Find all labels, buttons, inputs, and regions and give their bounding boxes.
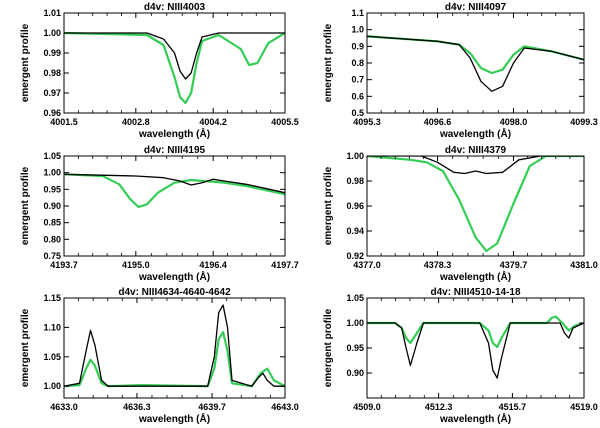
panel-1-title: d4v: NIII4003 [144, 2, 206, 13]
panel-6-xtick-label: 4515.7 [499, 402, 527, 412]
panel-2-series-green [367, 35, 584, 75]
panel-6-xtick-label: 4519.0 [570, 402, 598, 412]
panel-4: 4377.0 4378.3 4379.7 4381.0 0.92 0.94 0.96 0.98… [323, 145, 598, 283]
panel-6-series-black [367, 322, 584, 379]
panel-3-ytick-label: 0.95 [43, 184, 61, 194]
panel-2-xtick-label: 4099.3 [570, 117, 598, 127]
panel-5-xtick-label: 4633.0 [50, 402, 78, 412]
panel-2-ytick-label: 1.0 [351, 25, 364, 35]
panel-3-ytick-label: 1.00 [43, 168, 61, 178]
panel-3-ytick-label: 1.05 [43, 151, 61, 161]
panel-4-series-green [367, 156, 584, 253]
panel-2-xtick-label: 4098.0 [500, 117, 528, 127]
panel-2-frame [366, 12, 585, 114]
panel-5-ytick-label: 1.00 [43, 381, 61, 391]
panel-2-ytick-label: 0.6 [351, 91, 364, 101]
panel-1-ytick-label: 0.99 [43, 48, 61, 58]
panel-4-series-black [367, 156, 584, 175]
panel-4-xtick-label: 4377.0 [353, 260, 381, 270]
panel-1-ytick-label: 0.98 [43, 68, 61, 78]
panel-3-title: d4v: NIII4195 [144, 145, 206, 156]
panel-4-ytick-label: 0.94 [346, 226, 364, 236]
panel-4-ylabel: emergent profile [323, 166, 334, 245]
panel-3: 4193.7 4195.0 4196.4 4197.7 0.75 0.80 0.85 0.90… [20, 145, 299, 283]
panel-3-series-green [64, 173, 285, 209]
panel-2-ytick-label: 0.7 [351, 75, 364, 85]
panel-5-frame [63, 297, 286, 399]
panel-5-xtick-label: 4636.3 [123, 402, 151, 412]
panel-6-ytick-label: 0.90 [346, 368, 364, 378]
panel-2-ytick-label: 0.8 [351, 58, 364, 68]
panel-1-xtick-label: 4005.5 [271, 117, 299, 127]
panel-1-xtick-label: 4004.2 [199, 117, 227, 127]
panel-6-xlabel: wavelength (Å) [439, 412, 511, 425]
panel-1-xtick-label: 4001.5 [50, 117, 78, 127]
panel-5-xtick-label: 4643.0 [271, 402, 299, 412]
panel-4-ytick-label: 1.00 [346, 151, 364, 161]
panel-1-xtick-label: 4002.8 [122, 117, 150, 127]
panel-2-xtick-label: 4095.3 [353, 117, 381, 127]
panel-5-series-black [64, 304, 285, 387]
panel-6-ytick-label: 1.05 [346, 293, 364, 303]
panel-6-ytick-label: 1.00 [346, 318, 364, 328]
panel-5-xtick-label: 4639.7 [198, 402, 226, 412]
panel-3-ytick-label: 0.80 [43, 234, 61, 244]
panel-3-ytick-label: 0.85 [43, 218, 61, 228]
panel-3-xtick-label: 4196.4 [199, 260, 227, 270]
panel-4-xtick-label: 4378.3 [424, 260, 452, 270]
panel-2-xtick-label: 4096.6 [424, 117, 452, 127]
panel-1-ytick-label: 0.96 [43, 108, 61, 118]
panel-1-frame [63, 12, 286, 114]
panel-3-ytick-label: 0.75 [43, 251, 61, 261]
panel-4-ytick-label: 0.96 [346, 201, 364, 211]
panel-6-ytick-label: 0.95 [346, 343, 364, 353]
panel-5-series-green [64, 331, 285, 388]
panel-1-series-green [64, 31, 285, 105]
panel-4-title: d4v: NIII4379 [445, 145, 507, 156]
panel-3-frame [63, 155, 286, 257]
panel-6-frame [366, 297, 585, 399]
panel-3-xlabel: wavelength (Å) [138, 270, 210, 283]
panel-5-ytick-label: 1.05 [43, 352, 61, 362]
panel-3-ylabel: emergent profile [20, 166, 31, 245]
panel-1-xlabel: wavelength (Å) [138, 127, 210, 140]
panel-6: 4509.0 4512.3 4515.7 4519.0 0.90 0.95 1.00 1.05… [323, 287, 598, 425]
panel-1: 4001.5 4002.8 4004.2 4005.5 0.96 0.97 0.98 0.99… [20, 2, 299, 140]
panel-4-ytick-label: 0.92 [346, 251, 364, 261]
panel-6-xtick-label: 4512.3 [425, 402, 453, 412]
panel-2-ytick-label: 1.1 [351, 8, 364, 18]
panel-1-ytick-label: 1.00 [43, 28, 61, 38]
panel-4-xtick-label: 4381.0 [570, 260, 598, 270]
panel-3-ytick-label: 0.90 [43, 201, 61, 211]
panel-2-ylabel: emergent profile [323, 23, 334, 102]
panel-5-ytick-label: 1.10 [43, 322, 61, 332]
panel-1-ytick-label: 0.97 [43, 88, 61, 98]
panel-5: 4633.0 4636.3 4639.7 4643.0 1.00 1.05 1.10 1.15… [20, 287, 299, 425]
panel-5-ytick-label: 1.15 [43, 293, 61, 303]
panel-3-xtick-label: 4195.0 [122, 260, 150, 270]
panel-3-xtick-label: 4197.7 [271, 260, 299, 270]
panel-2: 4095.3 4096.6 4098.0 4099.3 0.5 0.6 0.7 0.8 0.9 1… [323, 2, 598, 140]
panel-6-xtick-label: 4509.0 [353, 402, 381, 412]
panel-2-xlabel: wavelength (Å) [439, 127, 511, 140]
panel-5-xlabel: wavelength (Å) [138, 412, 210, 425]
panel-2-series-black [367, 35, 584, 92]
panel-2-ytick-label: 0.5 [351, 108, 364, 118]
panel-5-ylabel: emergent profile [20, 308, 31, 387]
panel-1-ylabel: emergent profile [20, 23, 31, 102]
panel-5-title: d4v: NIII4634-4640-4642 [118, 287, 231, 298]
panel-2-ytick-label: 0.9 [351, 41, 364, 51]
panel-6-title: d4v: NIII4510-14-18 [430, 287, 520, 298]
panel-1-ytick-label: 1.01 [43, 8, 61, 18]
panel-4-xlabel: wavelength (Å) [439, 270, 511, 283]
panel-2-title: d4v: NIII4097 [445, 2, 507, 13]
panel-3-xtick-label: 4193.7 [50, 260, 78, 270]
panel-4-xtick-label: 4379.7 [500, 260, 528, 270]
panel-4-ytick-label: 0.98 [346, 176, 364, 186]
panel-6-series-green [367, 315, 584, 349]
panel-1-series-black [64, 32, 285, 80]
panel-3-series-black [64, 173, 285, 194]
panel-6-ylabel: emergent profile [323, 308, 334, 387]
